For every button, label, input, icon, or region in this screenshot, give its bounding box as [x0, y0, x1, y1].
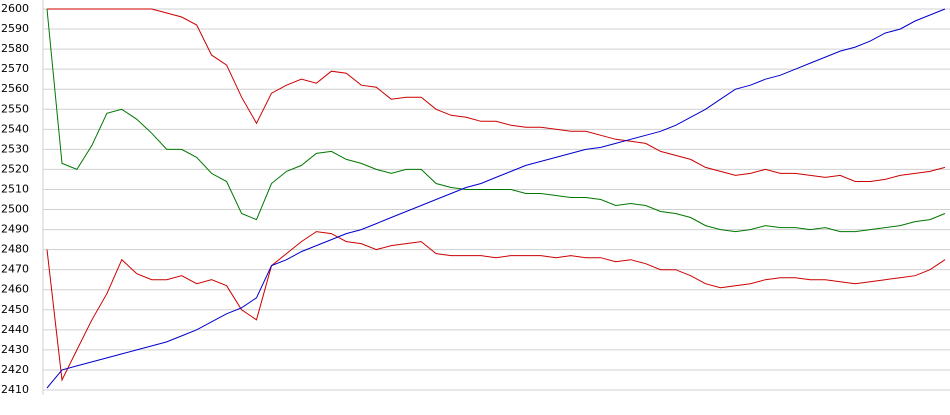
series-line — [46, 8, 946, 233]
y-tick-label: 2530 — [1, 142, 29, 155]
y-tick-label: 2570 — [1, 62, 29, 75]
y-tick-label: 2520 — [1, 162, 29, 175]
y-tick-label: 2550 — [1, 102, 29, 115]
y-tick-label: 2470 — [1, 263, 29, 276]
y-tick-label: 2410 — [1, 383, 29, 396]
y-tick-label: 2420 — [1, 363, 29, 376]
y-tick-label: 2450 — [1, 303, 29, 316]
series-line — [47, 8, 946, 182]
y-tick-label: 2480 — [1, 243, 29, 256]
y-tick-label: 2500 — [1, 203, 29, 216]
series-line — [46, 8, 946, 389]
y-tick-label: 2490 — [1, 223, 29, 236]
y-tick-label: 2460 — [1, 283, 29, 296]
y-tick-label: 2560 — [1, 82, 29, 95]
y-tick-label: 2540 — [1, 122, 29, 135]
y-tick-label: 2590 — [1, 22, 29, 35]
y-tick-label: 2600 — [1, 2, 29, 15]
y-tick-label: 2580 — [1, 42, 29, 55]
y-tick-label: 2510 — [1, 182, 29, 195]
y-tick-label: 2440 — [1, 323, 29, 336]
y-tick-label: 2430 — [1, 343, 29, 356]
series-line — [46, 231, 946, 382]
